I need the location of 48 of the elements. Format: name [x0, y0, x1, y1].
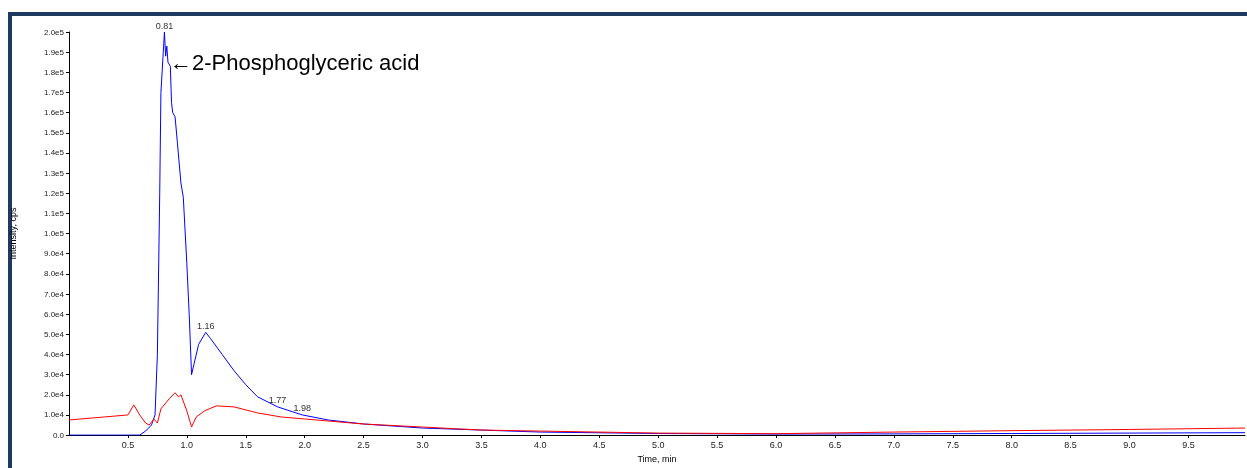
- annotation: 1.16: [196, 320, 215, 331]
- x-tick-label: 6.5: [828, 439, 842, 450]
- x-tick-label: 8.5: [1064, 439, 1077, 450]
- x-tick-label: 6.0: [769, 439, 783, 450]
- y-tick-label: 7.0e4: [43, 289, 65, 299]
- x-tick-label: 7.0: [887, 439, 901, 450]
- y-tick-label: 2.0e5: [43, 27, 65, 37]
- y-tick-label: 1.2e5: [43, 188, 65, 198]
- y-tick-label: 4.0e4: [43, 349, 65, 359]
- x-tick-label: 3.5: [475, 439, 488, 450]
- annotation: ←2-Phosphoglyceric acid: [169, 49, 420, 75]
- y-tick-label: 2.0e4: [43, 390, 65, 400]
- x-tick-label: 9.5: [1182, 439, 1195, 450]
- x-tick-label: 0.5: [121, 439, 135, 450]
- x-tick-label: 3.0: [416, 439, 429, 450]
- y-tick-label: 6.0e4: [43, 309, 65, 319]
- y-tick-label: 5.0e4: [43, 329, 65, 339]
- x-tick-label: 1.0: [180, 439, 194, 450]
- y-tick-label: 1.7e5: [43, 87, 65, 97]
- y-tick-label: 0.0: [52, 430, 65, 440]
- x-tick-label: 5.0: [651, 439, 665, 450]
- annotation: 1.77: [268, 395, 287, 406]
- y-tick-label: 1.0e4: [43, 410, 65, 420]
- x-tick-label: 1.5: [239, 439, 253, 450]
- y-tick-label: 1.3e5: [43, 168, 65, 178]
- x-tick-label: 9.0: [1123, 439, 1136, 450]
- x-tick-label: 2.0: [298, 439, 311, 450]
- x-axis-title: Time, min: [637, 453, 677, 464]
- x-tick-label: 4.0: [534, 439, 547, 450]
- y-axis-title: Intensity, cps: [7, 207, 18, 260]
- y-tick-label: 1.5e5: [43, 128, 65, 138]
- annotation: 1.98: [293, 403, 312, 414]
- y-tick-label: 1.8e5: [43, 67, 65, 77]
- annotation: 0.81: [155, 20, 174, 31]
- y-tick-label: 1.9e5: [43, 47, 65, 57]
- y-tick-label: 9.0e4: [43, 249, 65, 259]
- y-tick-label: 8.0e4: [43, 269, 65, 279]
- y-tick-label: 1.6e5: [43, 108, 65, 118]
- y-tick-label: 3.0e4: [43, 370, 65, 380]
- x-tick-label: 4.5: [593, 439, 606, 450]
- x-tick-label: 5.5: [710, 439, 724, 450]
- line-series: [68, 31, 1246, 436]
- x-tick-label: 8.0: [1005, 439, 1018, 450]
- y-tick-label: 1.1e5: [43, 208, 65, 218]
- x-tick-label: 7.5: [946, 439, 960, 450]
- y-tick-label: 1.4e5: [43, 148, 65, 158]
- x-tick-label: 2.5: [357, 439, 370, 450]
- y-tick-label: 1.0e5: [43, 229, 65, 239]
